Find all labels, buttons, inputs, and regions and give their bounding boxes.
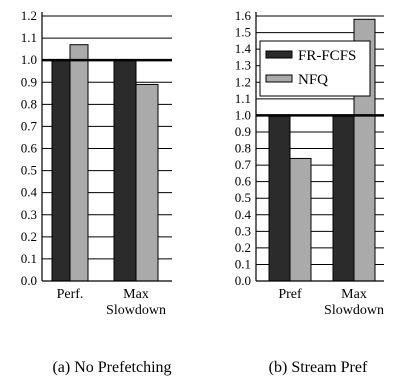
bar-nfq-1 [135, 83, 159, 282]
category-label: Pref [278, 287, 302, 302]
bar-nfq-0 [69, 44, 89, 282]
y-tick-label: 0.1 [21, 251, 37, 266]
bar-fr-fcfs-0 [51, 59, 71, 282]
y-tick-label: 1.1 [21, 30, 37, 45]
bar-fr-fcfs-0 [268, 114, 291, 282]
y-tick-label: 0.5 [235, 190, 251, 205]
legend-label: NFQ [298, 72, 328, 88]
y-tick-label: 0.7 [21, 118, 38, 133]
legend: FR-FCFS NFQ [259, 40, 371, 97]
category-label: Slowdown [106, 303, 166, 318]
category-label: Perf. [57, 287, 84, 302]
category-label: Max [341, 287, 367, 302]
category-label: Slowdown [324, 303, 384, 318]
y-tick-label: 0.0 [21, 273, 37, 288]
y-tick-label: 0.2 [235, 240, 251, 255]
y-tick-label: 0.4 [235, 207, 252, 222]
category-label: Max [123, 287, 149, 302]
y-tick-label: 0.0 [235, 273, 251, 288]
y-tick-label: 0.4 [21, 185, 38, 200]
y-tick-label: 0.9 [235, 124, 251, 139]
y-tick-label: 0.8 [235, 141, 251, 156]
y-tick-label: 1.3 [235, 58, 251, 73]
y-tick-label: 1.2 [21, 8, 37, 23]
y-tick-label: 0.6 [21, 141, 38, 156]
y-tick-label: 0.3 [235, 223, 251, 238]
bar-fr-fcfs-1 [113, 59, 137, 282]
bar-nfq-0 [289, 157, 312, 282]
y-tick-label: 1.4 [235, 41, 252, 56]
y-tick-label: 0.8 [21, 96, 37, 111]
y-tick-label: 0.3 [21, 207, 37, 222]
y-tick-label: 0.5 [21, 163, 37, 178]
y-tick-label: 1.6 [235, 8, 252, 23]
y-tick-label: 0.7 [235, 157, 252, 172]
panel-caption: (a) No Prefetching [52, 359, 171, 376]
y-tick-label: 1.1 [235, 91, 251, 106]
y-tick-label: 0.1 [235, 256, 251, 271]
y-tick-label: 0.2 [21, 229, 37, 244]
legend-label: FR-FCFS [298, 48, 356, 64]
bar-fr-fcfs-1 [332, 114, 355, 282]
y-tick-label: 1.0 [235, 107, 251, 122]
y-tick-label: 0.9 [21, 74, 37, 89]
y-tick-label: 1.2 [235, 74, 251, 89]
y-tick-label: 1.5 [235, 25, 251, 40]
chart-panel-a: 0.0 0.1 0.2 0.3 0.4 0.5 0.6 0.7 0.8 0.9 1.0 1.1 1.2 P… [21, 8, 172, 376]
legend-swatch-nfq [265, 74, 293, 83]
legend-box [259, 40, 371, 97]
y-tick-label: 0.6 [235, 174, 252, 189]
legend-swatch-fr-fcfs [265, 50, 293, 59]
panel-caption: (b) Stream Pref [269, 359, 368, 376]
y-tick-label: 1.0 [21, 52, 37, 67]
